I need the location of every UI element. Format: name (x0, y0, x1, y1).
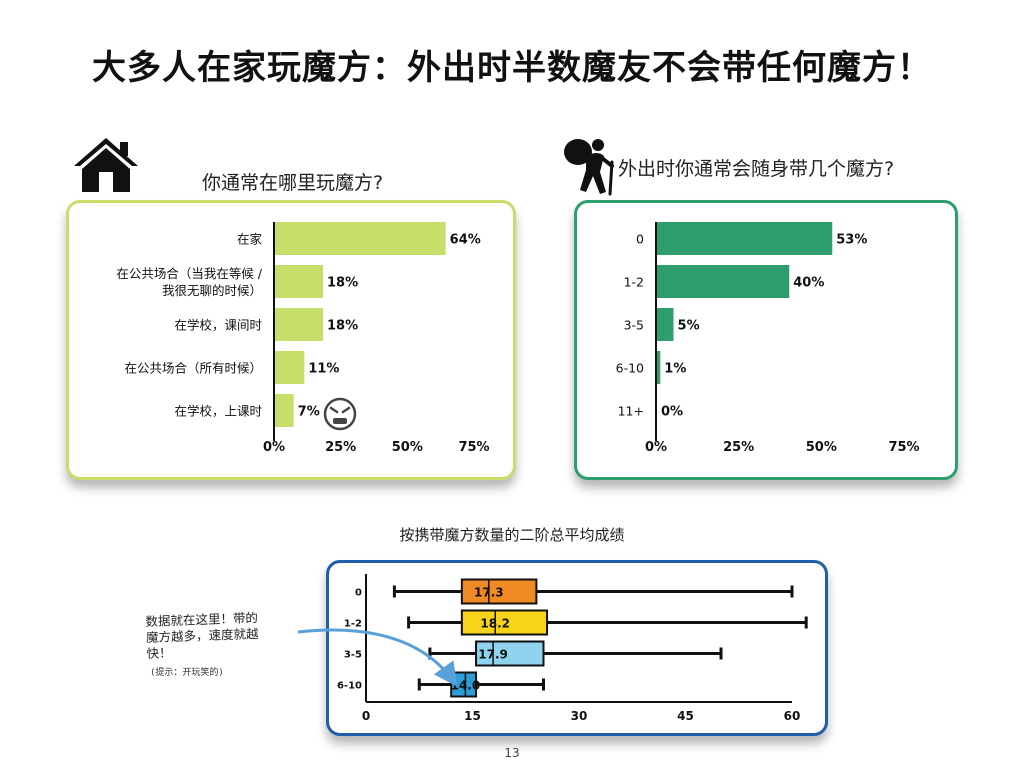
left-category-label: 在家 (237, 232, 263, 247)
right-category-label: 1-2 (624, 275, 644, 290)
right-bar (657, 351, 661, 384)
house-icon (74, 138, 138, 192)
box-category-label: 0 (355, 588, 362, 599)
right-category-label: 0 (636, 232, 644, 247)
box-median-label: 17.9 (478, 648, 508, 662)
right-value-label: 1% (664, 362, 686, 377)
angry-face-icon (323, 397, 357, 431)
right-x-tick: 0% (645, 440, 667, 455)
left-category-label: 我很无聊的时候） (162, 283, 262, 298)
right-value-label: 53% (836, 233, 867, 248)
page-number: 13 (504, 746, 520, 760)
box-iqr (460, 609, 549, 636)
right-x-tick: 50% (806, 440, 837, 455)
right-category-label: 3-5 (624, 318, 644, 333)
annotation-hint: (提示：开玩笑的) (150, 668, 224, 678)
right-category-label: 6-10 (616, 361, 644, 376)
right-bar (657, 265, 790, 298)
right-x-tick: 75% (888, 440, 919, 455)
right-bar (657, 222, 833, 255)
left-value-label: 64% (450, 233, 481, 248)
box-x-tick: 60 (784, 709, 801, 723)
page-title: 大多人在家玩魔方：外出时半数魔友不会带任何魔方！ (92, 48, 932, 88)
left-bar (275, 351, 305, 384)
box-iqr (475, 640, 545, 667)
left-category-label: 在学校，上课时 (174, 404, 262, 419)
left-x-tick: 25% (325, 440, 356, 455)
box-x-tick: 30 (571, 709, 588, 723)
right-value-label: 0% (661, 405, 683, 420)
right-bar-chart: 53% 0 40% 1-2 5% 3-5 1% 6-10 0% 11+ 0% 25% 50% 75% (616, 222, 920, 455)
left-x-tick: 50% (392, 440, 423, 455)
left-category-label: 在学校，课间时 (174, 318, 262, 333)
left-category-label: 在公共场合（所有时候） (124, 361, 262, 376)
annotation-arrow (297, 628, 458, 687)
left-question: 你通常在哪里玩魔方? (202, 172, 384, 194)
left-x-tick: 75% (458, 440, 489, 455)
box-iqr (460, 578, 538, 605)
box-median-label: 14.0 (451, 679, 481, 693)
left-bar (275, 308, 323, 341)
box-category-label: 3-5 (344, 650, 362, 661)
box-category-label: 6-10 (337, 681, 362, 692)
left-category-label: 在公共场合（当我在等候 / (116, 266, 262, 281)
right-value-label: 40% (793, 276, 824, 291)
left-value-label: 11% (308, 362, 339, 377)
right-bar (657, 308, 674, 341)
left-x-tick: 0% (263, 440, 285, 455)
box-x-tick: 15 (464, 709, 481, 723)
right-chart-panel (574, 200, 958, 480)
boxplot-chart: 17.3 0 18.2 1-2 17.9 3-5 14.0 6-10 0 15 30 45 60 (337, 574, 808, 723)
right-x-tick: 25% (723, 440, 754, 455)
left-bar (275, 265, 323, 298)
right-category-label: 11+ (618, 404, 644, 419)
boxplot-title: 按携带魔方数量的二阶总平均成绩 (399, 526, 625, 544)
annotation-text: 数据就在这里！带的 魔方越多，速度就越 快！ (145, 610, 259, 661)
right-value-label: 5% (678, 319, 700, 334)
hiker-with-cane-icon (564, 139, 614, 196)
box-category-label: 1-2 (344, 619, 362, 630)
boxplot-panel (326, 560, 828, 736)
left-bar (275, 222, 446, 255)
box-median-label: 17.3 (474, 586, 504, 600)
left-value-label: 18% (327, 319, 358, 334)
left-bar-chart: 64% 在家 18% 在公共场合（当我在等候 / 我很无聊的时候） 18% 在学校，课间时 1… (116, 222, 490, 455)
box-median-label: 18.2 (480, 617, 510, 631)
box-x-tick: 0 (362, 709, 370, 723)
left-value-label: 7% (298, 405, 320, 420)
box-x-tick: 45 (677, 709, 694, 723)
right-question: 外出时你通常会随身带几个魔方? (618, 158, 895, 180)
left-value-label: 18% (327, 276, 358, 291)
left-bar (275, 394, 294, 427)
